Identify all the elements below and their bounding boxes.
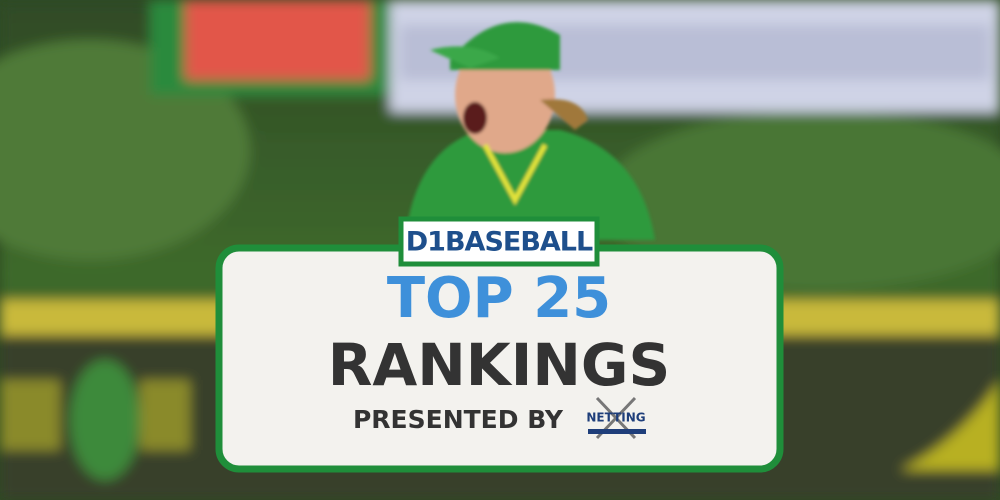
sponsor-logo: NETTING (586, 396, 646, 440)
sponsor-intro: PRESENTED BY (353, 405, 564, 434)
brand-badge (398, 216, 600, 267)
headline: TOP 25 (387, 266, 611, 331)
player (405, 22, 655, 240)
sponsor: NETTING (586, 411, 645, 425)
brand: D1BASEBALL (406, 227, 593, 258)
subheadline: RANKINGS (328, 331, 671, 399)
